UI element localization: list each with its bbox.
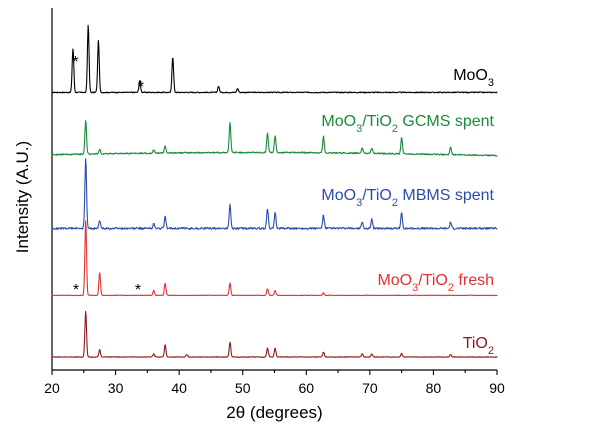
x-tick-label: 40	[171, 380, 187, 396]
x-tick-label: 60	[298, 380, 314, 396]
x-tick-label: 50	[235, 380, 251, 396]
x-axis-title: 2θ (degrees)	[226, 403, 322, 422]
labels-layer: MoO3 MoO3/TiO2 GCMS spent MoO3/TiO2 MBMS s…	[321, 67, 494, 357]
x-tick-label: 70	[362, 380, 378, 396]
asterisk-marker: *	[138, 79, 144, 96]
series-label: MoO3/TiO2 GCMS spent	[321, 113, 494, 135]
series-line	[51, 24, 498, 94]
series-line	[51, 220, 498, 297]
series-label: MoO3/TiO2 fresh	[377, 272, 494, 294]
y-axis-title: Intensity (A.U.)	[13, 141, 32, 253]
asterisk-marker: *	[72, 54, 78, 71]
series-label: MoO3/TiO2 MBMS spent	[321, 187, 494, 209]
series-label: TiO2	[463, 335, 494, 357]
series-line	[51, 310, 498, 358]
series-line	[51, 158, 498, 230]
x-tick-label: 80	[426, 380, 442, 396]
x-tick-label: 20	[44, 380, 60, 396]
asterisk-marker: *	[73, 282, 79, 299]
annotation-layer: * * * *	[72, 54, 144, 299]
series-line	[51, 120, 498, 157]
x-tick-label: 30	[108, 380, 124, 396]
asterisk-marker: *	[135, 282, 141, 299]
series-label: MoO3	[453, 67, 494, 89]
axes: 20 30 40 50 60 70 80 90 2θ (degrees) Intensity (A…	[13, 8, 505, 422]
x-tick-label: 90	[489, 380, 505, 396]
series-layer	[51, 24, 498, 358]
